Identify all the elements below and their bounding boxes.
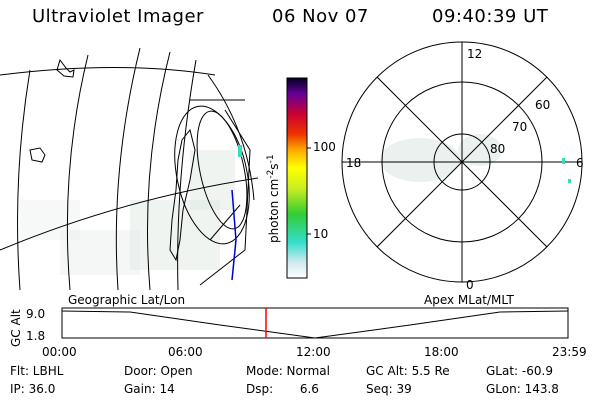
status-ip: IP: 36.0	[10, 382, 56, 396]
status-mode: Mode: Normal	[246, 364, 330, 378]
xtick-2359: 23:59	[552, 345, 587, 359]
alt-ytick-9: 9.0	[26, 307, 45, 321]
mlt-18-label: 18	[346, 156, 361, 170]
map-emission-spot	[238, 145, 242, 157]
mlt-0-label: 0	[466, 278, 474, 292]
mlt-12-label: 12	[467, 47, 482, 61]
alt-ylabel: GC Alt	[9, 309, 23, 347]
coastline	[29, 58, 196, 262]
status-gain: Gain: 14	[124, 382, 175, 396]
mlat-70-label: 70	[512, 120, 527, 134]
trace-line	[231, 189, 237, 281]
instrument-title: Ultraviolet Imager	[32, 6, 204, 27]
mlat-80-label: 80	[490, 142, 505, 156]
colorbar: 100 10 photon cm-2s-1	[266, 77, 336, 279]
status-door: Door: Open	[124, 364, 193, 378]
status-glon: GLon: 143.8	[486, 382, 559, 396]
altitude-plot: GC Alt 9.0 1.8 00:00 06:00 12:00 18:00 2…	[9, 307, 587, 359]
colorbar-tick-10: 10	[313, 227, 328, 241]
colorbar-tick-100: 100	[313, 140, 336, 154]
altitude-trace	[61, 310, 569, 339]
colorbar-unit: photon cm-2s-1	[266, 154, 281, 243]
mlat-60-label: 60	[535, 98, 550, 112]
date-label: 06 Nov 07	[272, 6, 369, 27]
alt-ytick-1.8: 1.8	[26, 329, 45, 343]
time-label: 09:40:39 UT	[432, 6, 549, 27]
apex-label: Apex MLat/MLT	[424, 293, 514, 307]
status-dsp: Dsp: 6.6	[246, 382, 319, 396]
geographic-label: Geographic Lat/Lon	[68, 293, 185, 307]
xtick-1200: 12:00	[296, 345, 331, 359]
xtick-0600: 06:00	[168, 345, 203, 359]
geographic-map	[0, 40, 262, 291]
mlt-6-label: 6	[576, 156, 584, 170]
status-glat: GLat: -60.9	[486, 364, 553, 378]
status-seq: Seq: 39	[366, 382, 412, 396]
xtick-0000: 00:00	[42, 345, 77, 359]
status-gcalt: GC Alt: 5.5 Re	[366, 364, 450, 378]
polar-plot: 12 18 6 0 60 70 80	[341, 41, 584, 292]
status-flt: Flt: LBHL	[10, 364, 64, 378]
polar-emission-spot	[562, 158, 565, 164]
xtick-1800: 18:00	[424, 345, 459, 359]
